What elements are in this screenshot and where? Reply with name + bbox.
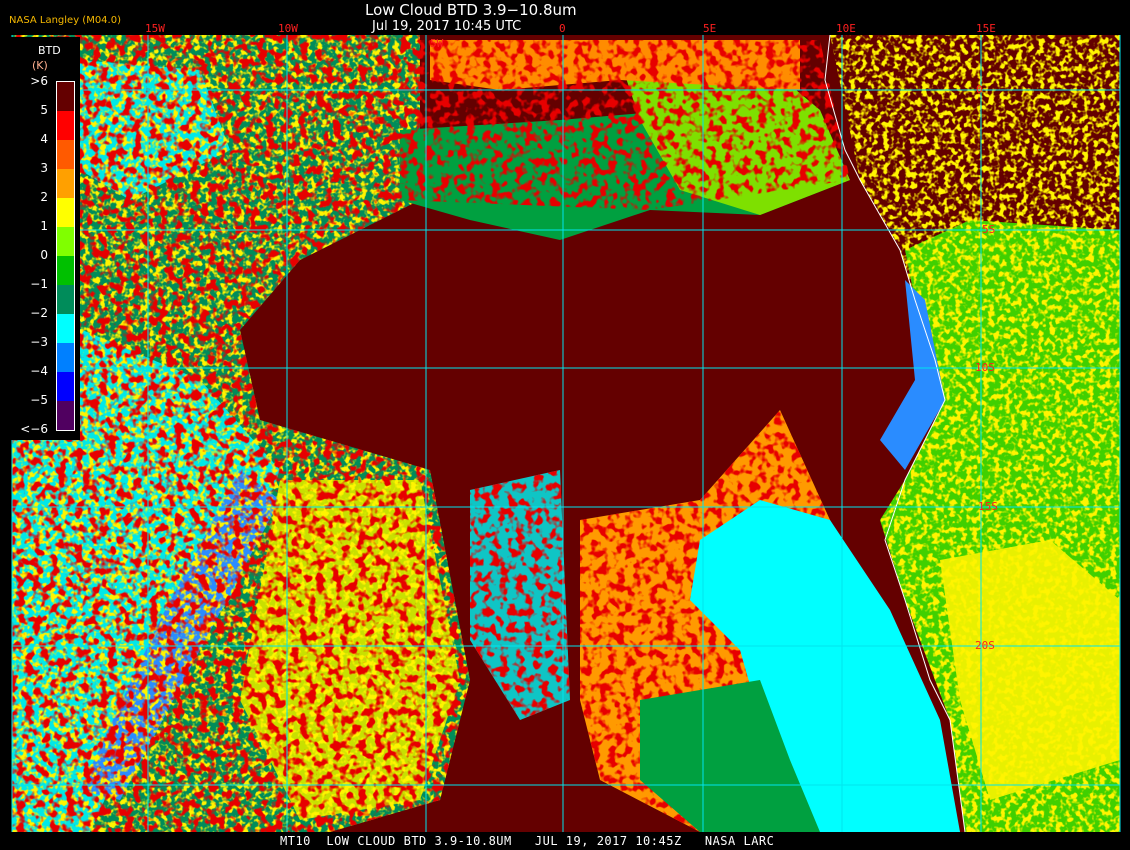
- legend-tick-label: −1: [30, 277, 48, 291]
- lat-label: 0: [976, 83, 983, 96]
- lon-label: 5W: [430, 37, 444, 50]
- cloud-band-north-speckle: [400, 40, 850, 210]
- colorbar-segment: [57, 343, 74, 372]
- lat-lon-grid: [11, 35, 1121, 832]
- colorbar-segment: [57, 198, 74, 227]
- credit-label: NASA Langley (M04.0): [9, 15, 121, 26]
- colorbar-segment: [57, 140, 74, 169]
- colorbar-segment: [57, 169, 74, 198]
- legend-title: BTD: [38, 44, 61, 57]
- lat-label: 20S: [975, 639, 995, 652]
- legend-tick-label: −2: [30, 306, 48, 320]
- lon-label: 15E: [976, 22, 996, 35]
- stratocumulus-deck-green: [640, 680, 820, 832]
- map-title: Low Cloud BTD 3.9−10.8um: [365, 1, 577, 19]
- lon-label: 10W: [278, 22, 298, 35]
- colorbar-segment: [57, 227, 74, 256]
- color-legend: BTD (K) >6 5 4 3 2 1 0 −1 −2 −3 −4 −5 <−6: [8, 37, 80, 440]
- lat-label: 5S: [982, 223, 996, 236]
- colorbar-segment: [57, 256, 74, 285]
- legend-tick-label: −5: [30, 393, 48, 407]
- colorbar-segment: [57, 82, 74, 111]
- lat-label: 15S: [978, 500, 998, 513]
- footer-caption: MT10 LOW CLOUD BTD 3.9-10.8UM JUL 19, 20…: [280, 834, 775, 848]
- map-timestamp: Jul 19, 2017 10:45 UTC: [372, 19, 522, 34]
- stratocumulus-deck: [690, 500, 960, 832]
- colorbar: [56, 81, 75, 431]
- cloud-streak-mid-holes: [470, 470, 570, 720]
- lon-label: 5E: [703, 22, 717, 35]
- legend-tick-label: 1: [40, 219, 48, 233]
- legend-unit: (K): [32, 59, 48, 72]
- lat-label: 10S: [975, 361, 995, 374]
- legend-tick-label: <−6: [20, 422, 48, 436]
- colorbar-segment: [57, 372, 74, 401]
- lon-label: 10E: [836, 22, 856, 35]
- legend-tick-label: −4: [30, 364, 48, 378]
- legend-tick-label: 4: [40, 132, 48, 146]
- legend-tick-label: −3: [30, 335, 48, 349]
- coastline: [824, 34, 966, 833]
- legend-tick-label: 0: [40, 248, 48, 262]
- legend-tick-label: 5: [40, 103, 48, 117]
- colorbar-segment: [57, 285, 74, 314]
- coastal-fog: [880, 280, 945, 470]
- lon-label: 15W: [145, 22, 165, 35]
- land-africa-speckle: [830, 35, 1120, 832]
- legend-tick-label: 3: [40, 161, 48, 175]
- legend-tick-label: 2: [40, 190, 48, 204]
- colorbar-segment: [57, 401, 74, 430]
- cloud-field-west-holes: [12, 35, 470, 832]
- lon-label: 0: [559, 22, 566, 35]
- colorbar-segment: [57, 111, 74, 140]
- colorbar-segment: [57, 314, 74, 343]
- legend-tick-label: >6: [30, 74, 48, 88]
